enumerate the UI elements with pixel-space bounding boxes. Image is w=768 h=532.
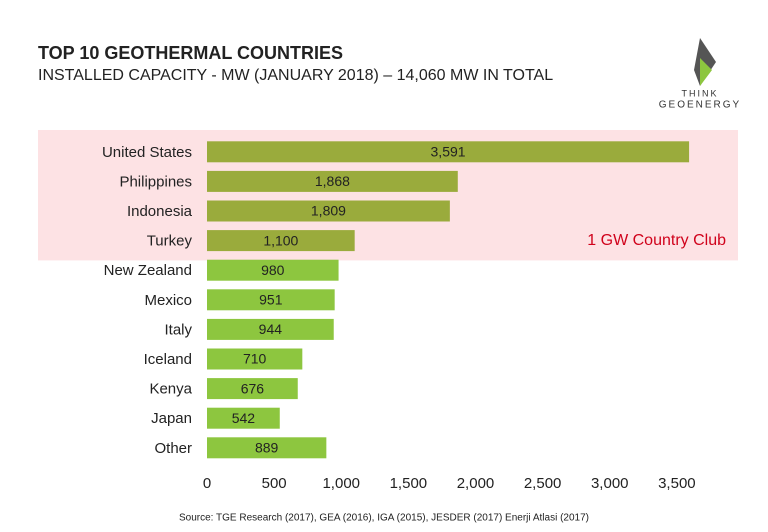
y-tick-label: United States xyxy=(102,144,192,161)
bar xyxy=(207,318,334,340)
bar xyxy=(207,437,327,459)
y-tick-label: Turkey xyxy=(147,233,193,250)
x-tick-label: 2,000 xyxy=(457,475,495,492)
highlight-label: 1 GW Country Club xyxy=(587,232,726,249)
x-tick-label: 500 xyxy=(262,475,287,492)
value-label: 944 xyxy=(259,321,283,337)
value-label: 980 xyxy=(261,262,285,278)
bar xyxy=(207,348,303,370)
bar xyxy=(207,141,690,163)
y-tick-label: Other xyxy=(154,440,192,457)
bar xyxy=(207,200,450,222)
value-label: 889 xyxy=(255,440,279,456)
y-tick-label: New Zealand xyxy=(104,262,192,279)
bar xyxy=(207,230,355,252)
bar xyxy=(207,407,280,429)
chart-title: TOP 10 GEOTHERMAL COUNTRIES xyxy=(38,43,343,63)
x-tick-label: 3,000 xyxy=(591,475,629,492)
value-label: 3,591 xyxy=(431,144,466,160)
value-label: 710 xyxy=(243,351,267,367)
y-tick-label: Iceland xyxy=(144,351,192,368)
logo-icon xyxy=(694,38,716,86)
source: Source: TGE Research (2017), GEA (2016),… xyxy=(179,513,589,524)
bar xyxy=(207,170,458,192)
value-label: 676 xyxy=(241,380,265,396)
value-label: 951 xyxy=(259,292,283,308)
value-label: 1,100 xyxy=(263,232,298,248)
bar xyxy=(207,289,335,311)
logo-icon xyxy=(700,58,712,86)
x-tick-label: 1,500 xyxy=(390,475,428,492)
y-tick-label: Japan xyxy=(151,410,192,427)
value-label: 1,809 xyxy=(311,203,346,219)
value-label: 542 xyxy=(232,410,256,426)
x-tick-label: 0 xyxy=(203,475,211,492)
y-tick-label: Philippines xyxy=(119,173,192,190)
x-tick-label: 1,000 xyxy=(322,475,360,492)
logo-text: THINK xyxy=(682,88,719,98)
value-label: 1,868 xyxy=(315,173,350,189)
bar xyxy=(207,378,298,400)
chart-subtitle: INSTALLED CAPACITY - MW (JANUARY 2018) –… xyxy=(38,67,553,84)
y-tick-label: Italy xyxy=(164,321,192,338)
y-tick-label: Kenya xyxy=(149,381,192,398)
y-tick-label: Indonesia xyxy=(127,203,193,220)
y-tick-label: Mexico xyxy=(144,292,192,309)
x-tick-label: 3,500 xyxy=(658,475,696,492)
bar xyxy=(207,259,339,281)
logo-text: GEOENERGY xyxy=(659,100,741,111)
x-tick-label: 2,500 xyxy=(524,475,562,492)
